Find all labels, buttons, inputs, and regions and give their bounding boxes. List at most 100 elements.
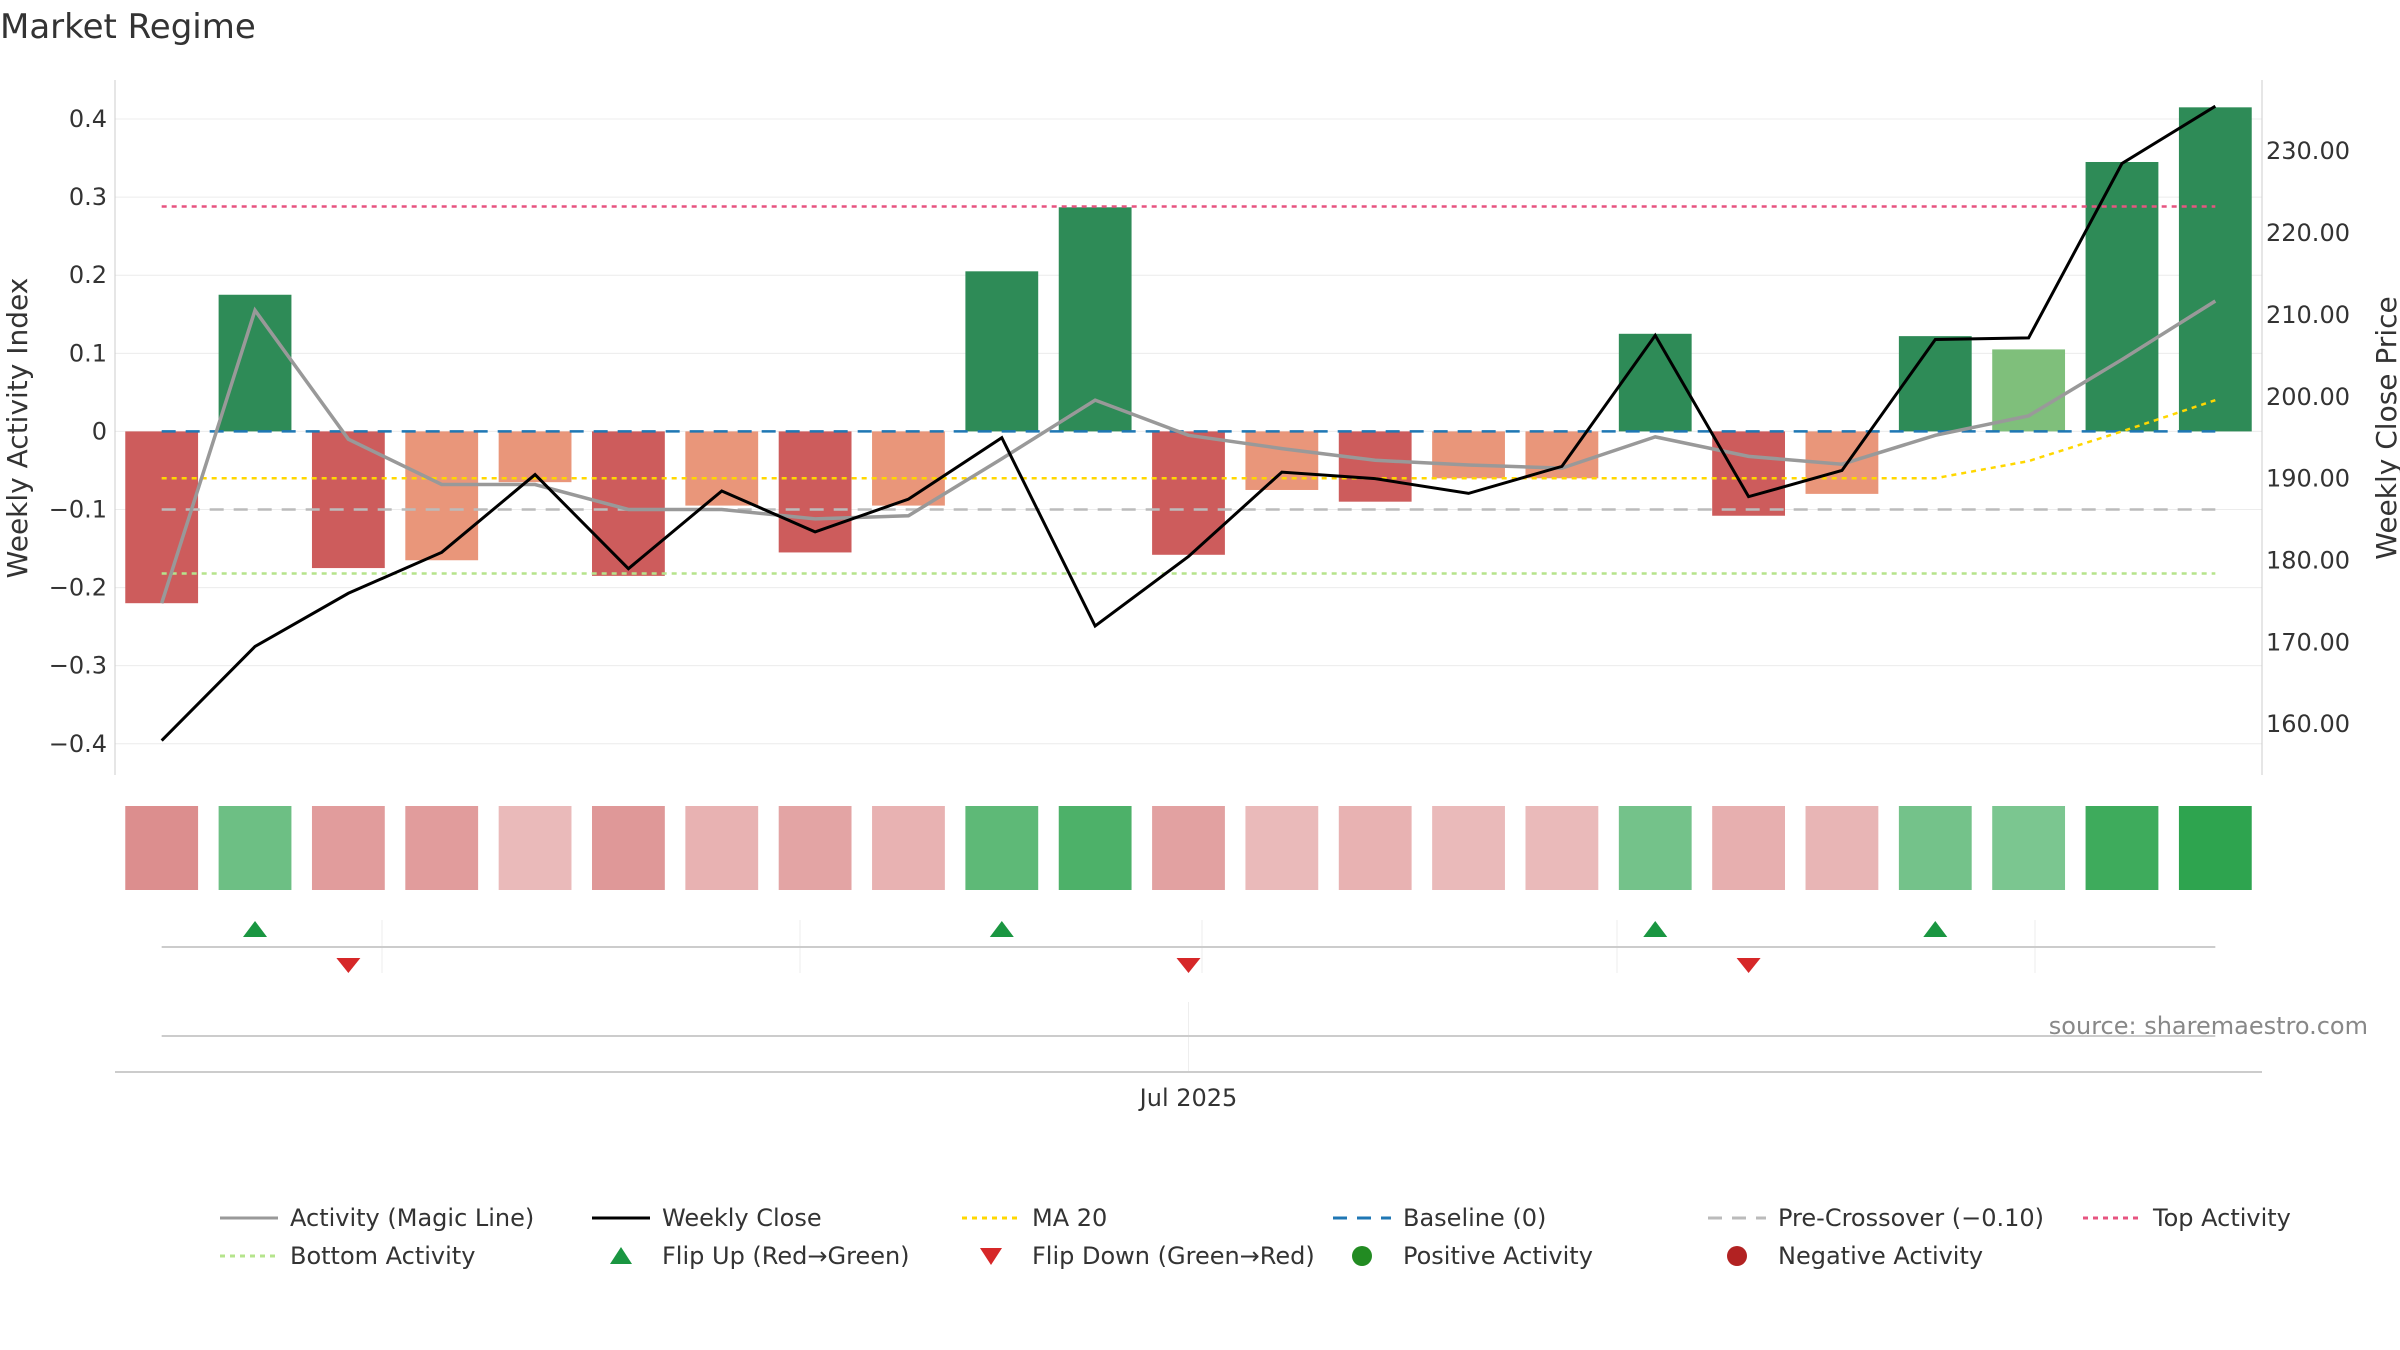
regime-cell [311, 806, 385, 890]
flip-down-marker [1736, 958, 1761, 973]
flip-markers [161, 920, 2216, 973]
activity-bar [125, 431, 199, 604]
legend-label: Activity (Magic Line) [290, 1204, 534, 1232]
y-tick-label: 0.3 [69, 183, 107, 211]
regime-cell [218, 806, 292, 890]
legend-item: Positive Activity [1352, 1242, 1593, 1270]
y2-axis-label: Weekly Close Price [2370, 296, 2400, 559]
activity-bar [778, 431, 852, 553]
legend-item: Activity (Magic Line) [220, 1204, 534, 1232]
legend-label: Weekly Close [662, 1204, 822, 1232]
activity-bar [1432, 431, 1505, 479]
y2-tick-label: 220.00 [2266, 219, 2350, 247]
source-note: source: sharemaestro.com [2049, 1012, 2368, 1040]
flip-up-marker [243, 921, 268, 937]
regime-cell [1992, 806, 2066, 890]
regime-cell [2178, 806, 2252, 890]
legend-swatch-dot [1352, 1246, 1372, 1266]
activity-bar [1712, 431, 1785, 516]
weekly-close-line [160, 104, 2217, 742]
chart-title: Market Regime [0, 7, 256, 47]
activity-bar [405, 431, 479, 561]
activity-bar [1058, 207, 1132, 432]
y-tick-label: −0.1 [49, 495, 107, 523]
flip-down-marker [336, 958, 361, 973]
regime-strip [125, 806, 2252, 890]
regime-cell [1245, 806, 1319, 890]
regime-cell [405, 806, 479, 890]
y2-tick-label: 180.00 [2266, 547, 2350, 575]
y2-tick-label: 200.00 [2266, 383, 2350, 411]
activity-bar [685, 431, 759, 506]
legend-label: Pre-Crossover (−0.10) [1778, 1204, 2044, 1232]
legend-label: Bottom Activity [290, 1242, 475, 1270]
legend-swatch-dot [1727, 1246, 1747, 1266]
regime-cell [1618, 806, 1692, 890]
tick-labels: 0.4 0.3 0.2 0.1 0 −0.1 −0.2 −0.3 −0.4 230.00 220.0… [49, 105, 2350, 758]
regime-cell [498, 806, 572, 890]
regime-cell [1432, 806, 1505, 890]
activity-bar [2085, 161, 2159, 432]
regime-cell [2085, 806, 2159, 890]
flip-up-marker [1923, 921, 1948, 937]
legend-swatch-triangle-down [980, 1248, 1002, 1265]
legend-label: MA 20 [1032, 1204, 1107, 1232]
activity-bar [218, 294, 292, 432]
regime-cell [778, 806, 852, 890]
regime-cell [592, 806, 665, 890]
regime-cell [685, 806, 759, 890]
activity-bar [1525, 431, 1599, 479]
activity-bar [311, 431, 385, 569]
series-lines [160, 104, 2217, 742]
activity-bars [125, 107, 2252, 604]
y-tick-label: 0.2 [69, 261, 107, 289]
regime-cell [125, 806, 199, 890]
legend-label: Flip Up (Red→Green) [662, 1242, 910, 1270]
axes [114, 80, 2263, 775]
activity-bar [2178, 107, 2252, 432]
y-tick-label: −0.3 [49, 652, 107, 680]
legend-item: Negative Activity [1727, 1242, 1983, 1270]
y2-tick-label: 210.00 [2266, 301, 2350, 329]
flip-down-marker [1176, 958, 1201, 973]
legend-label: Baseline (0) [1403, 1204, 1546, 1232]
legend-item: Weekly Close [592, 1204, 822, 1232]
reference-lines [161, 205, 2216, 575]
regime-cell [1058, 806, 1132, 890]
flip-up-marker [1643, 921, 1668, 937]
legend-label: Flip Down (Green→Red) [1032, 1242, 1315, 1270]
legend: Activity (Magic Line) Weekly Close MA 20 Ba… [220, 1204, 2291, 1270]
y-tick-label: 0 [92, 417, 107, 445]
legend-item: MA 20 [962, 1204, 1107, 1232]
y2-tick-label: 190.00 [2266, 465, 2350, 493]
flip-up-marker [989, 921, 1014, 937]
magic-line [160, 299, 2217, 604]
legend-label: Negative Activity [1778, 1242, 1983, 1270]
activity-bar [965, 271, 1039, 432]
legend-item: Pre-Crossover (−0.10) [1708, 1204, 2044, 1232]
legend-item: Flip Down (Green→Red) [980, 1242, 1315, 1270]
y2-tick-label: 160.00 [2266, 710, 2350, 738]
activity-bar [872, 431, 945, 506]
regime-cell [965, 806, 1039, 890]
regime-cell [1525, 806, 1599, 890]
regime-cell [1898, 806, 1972, 890]
activity-bar [1992, 349, 2066, 432]
y-tick-label: 0.1 [69, 339, 107, 367]
regime-cell [1152, 806, 1225, 890]
activity-bar [1152, 431, 1225, 555]
legend-item: Top Activity [2083, 1204, 2291, 1232]
regime-cell [872, 806, 945, 890]
activity-bar [1245, 431, 1319, 490]
legend-item: Flip Up (Red→Green) [610, 1242, 910, 1270]
regime-cell [1805, 806, 1879, 890]
y-tick-label: −0.4 [49, 730, 107, 758]
activity-bar [1618, 333, 1692, 432]
y-tick-label: −0.2 [49, 574, 107, 602]
x-tick-label: Jul 2025 [1138, 1084, 1238, 1112]
ma20-line [161, 398, 2216, 480]
y-axis-label: Weekly Activity Index [1, 278, 34, 579]
regime-cell [1338, 806, 1412, 890]
y2-tick-label: 170.00 [2266, 628, 2350, 656]
